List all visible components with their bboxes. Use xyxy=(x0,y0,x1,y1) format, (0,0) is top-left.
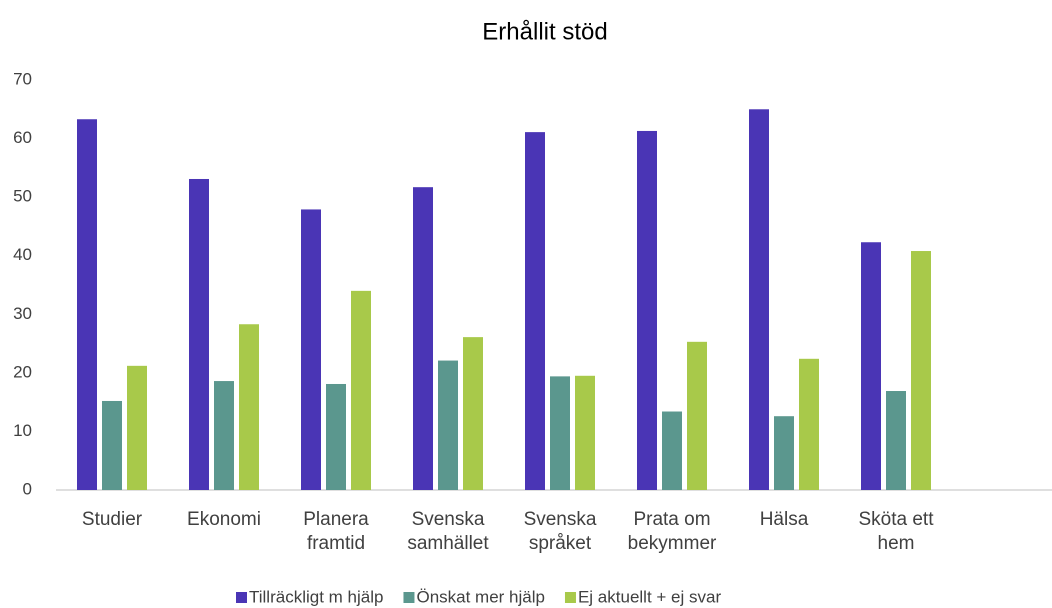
bar xyxy=(189,178,209,490)
bar xyxy=(799,358,819,490)
bar xyxy=(326,383,346,490)
y-tick-label: 10 xyxy=(13,421,32,440)
bar xyxy=(438,360,458,490)
bar xyxy=(662,411,682,490)
y-tick-label: 40 xyxy=(13,245,32,264)
x-tick-label: Planera framtid xyxy=(303,509,369,554)
y-tick-label: 0 xyxy=(23,479,32,498)
bar xyxy=(911,251,931,490)
y-tick-label: 60 xyxy=(13,128,32,147)
bar xyxy=(637,130,657,490)
bar xyxy=(77,119,97,490)
legend-swatch xyxy=(564,592,576,603)
bar xyxy=(861,242,881,490)
chart-title: Erhållit stöd xyxy=(482,18,607,45)
legend-label: Önskat mer hjälp xyxy=(416,587,545,606)
x-tick-label: Prata om bekymmer xyxy=(627,509,717,554)
bar xyxy=(774,416,794,490)
bar xyxy=(886,391,906,490)
x-tick-label: Ekonomi xyxy=(187,509,261,530)
x-tick-label: Svenska samhället xyxy=(407,509,489,554)
y-tick-label: 30 xyxy=(13,304,32,323)
bar xyxy=(214,381,234,490)
x-tick-label: Sköta ett hem xyxy=(858,509,934,554)
bar xyxy=(749,109,769,491)
bar xyxy=(127,365,147,490)
bar xyxy=(525,132,545,490)
y-tick-label: 20 xyxy=(13,362,32,381)
bar xyxy=(575,375,595,490)
bar xyxy=(550,376,570,490)
bar xyxy=(301,209,321,490)
legend-swatch xyxy=(236,592,247,603)
x-tick-label: Studier xyxy=(81,509,143,530)
bar xyxy=(239,324,259,490)
legend-swatch xyxy=(403,592,415,603)
legend-label: Tillräckligt m hjälp xyxy=(249,587,383,606)
x-tick-label: Svenska språket xyxy=(523,509,597,554)
y-tick-label: 70 xyxy=(13,69,32,88)
bar xyxy=(413,187,433,490)
y-tick-label: 50 xyxy=(13,187,32,206)
bar xyxy=(351,290,371,490)
bar xyxy=(687,341,707,490)
bar xyxy=(463,337,483,490)
legend-label: Ej aktuellt + ej svar xyxy=(578,587,721,606)
x-tick-label: Hälsa xyxy=(759,509,809,530)
bar xyxy=(102,400,122,490)
